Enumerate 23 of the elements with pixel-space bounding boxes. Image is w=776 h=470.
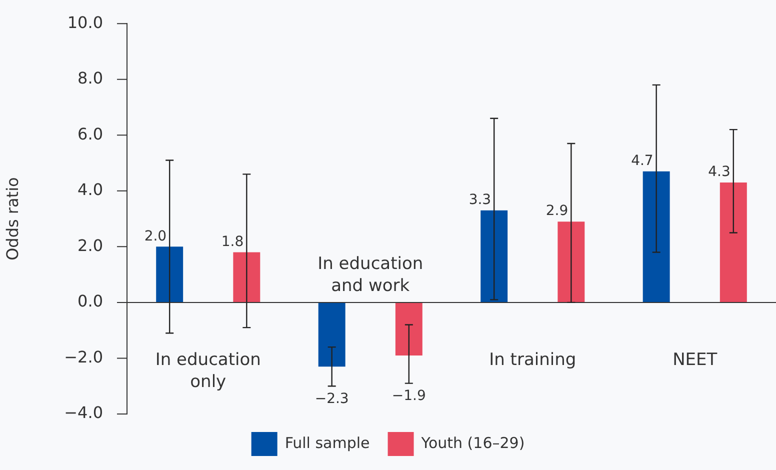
- y-tick-label: 4.0: [78, 180, 103, 200]
- y-tick-label: 10.0: [67, 12, 103, 32]
- data-label: 4.3: [708, 164, 730, 180]
- data-label: 1.8: [221, 234, 244, 250]
- data-label: −1.9: [392, 388, 426, 404]
- legend-label: Full sample: [284, 434, 370, 452]
- data-label: 4.7: [631, 153, 654, 170]
- y-tick-label: 2.0: [78, 236, 103, 255]
- data-label: 2.0: [144, 228, 167, 244]
- legend-label: Youth (16–29): [420, 434, 525, 452]
- y-tick-label: 0.0: [78, 292, 103, 311]
- y-tick-label: 8.0: [78, 68, 103, 88]
- y-tick-label: 6.0: [78, 124, 103, 144]
- x-tick-label: In training: [489, 350, 576, 370]
- data-label: 3.3: [468, 192, 492, 208]
- data-label: 2.9: [546, 203, 568, 220]
- x-tick-label: In education only: [155, 350, 261, 392]
- y-tick-label: −4.0: [64, 403, 103, 422]
- y-tick-label: −2.0: [64, 347, 103, 366]
- x-tick-label: In education and work: [318, 254, 424, 296]
- x-tick-label: NEET: [672, 350, 718, 370]
- y-axis-title: Odds ratio: [2, 177, 22, 260]
- data-label: −2.3: [314, 390, 349, 407]
